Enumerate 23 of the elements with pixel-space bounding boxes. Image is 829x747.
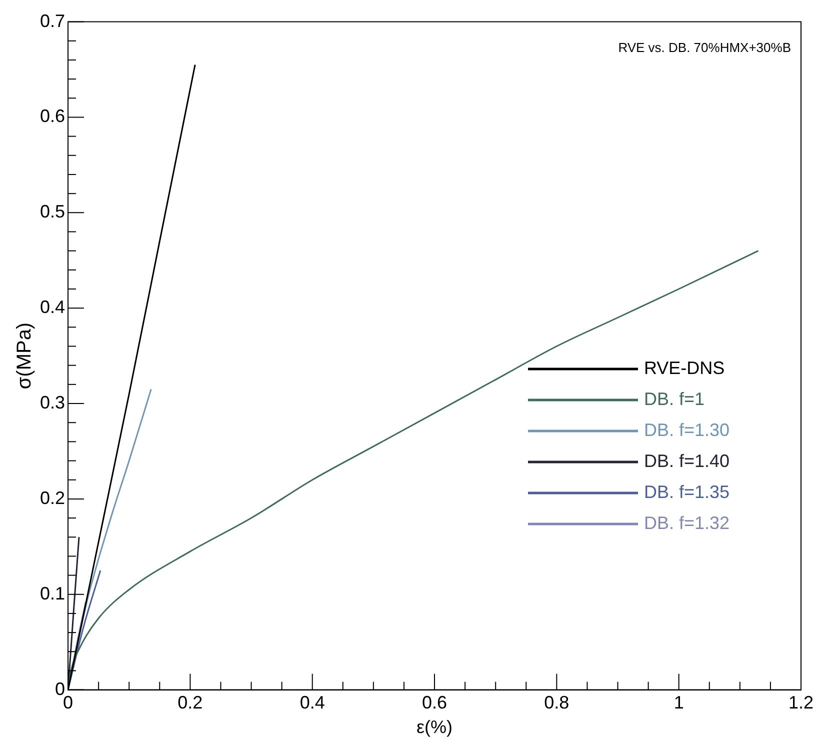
y-tick-label: 0.4 xyxy=(40,297,66,318)
y-tick-label: 0.7 xyxy=(40,10,66,31)
x-tick-label: 0.6 xyxy=(422,692,448,713)
text: RVE-DNS xyxy=(644,358,725,379)
x-tick-label: 0.4 xyxy=(300,692,325,713)
text: DB. f=1 xyxy=(644,389,705,410)
x-tick-label: 1 xyxy=(674,692,684,713)
x-tick-label: 1.2 xyxy=(788,692,814,713)
x-tick-label: 0.8 xyxy=(544,692,570,713)
y-tick-label: 0.1 xyxy=(40,583,66,604)
x-tick-label: 0.2 xyxy=(178,692,203,713)
y-axis-title: σ(MPa) xyxy=(14,322,36,390)
y-tick-label: 0.3 xyxy=(40,392,66,412)
y-tick-label: 0.5 xyxy=(40,202,66,222)
y-tick-label: 0.6 xyxy=(40,106,66,126)
y-tick-label: 0.2 xyxy=(40,488,66,508)
text: DB. f=1.32 xyxy=(644,513,730,534)
annotation: RVE vs. DB. 70%HMX+30%B xyxy=(618,40,791,55)
text: DB. f=1.40 xyxy=(644,451,730,472)
text: DB. f=1.30 xyxy=(644,420,730,441)
x-axis-title: ε(%) xyxy=(416,717,453,738)
y-tick-label: 0 xyxy=(55,678,66,699)
text: DB. f=1.35 xyxy=(644,482,730,503)
